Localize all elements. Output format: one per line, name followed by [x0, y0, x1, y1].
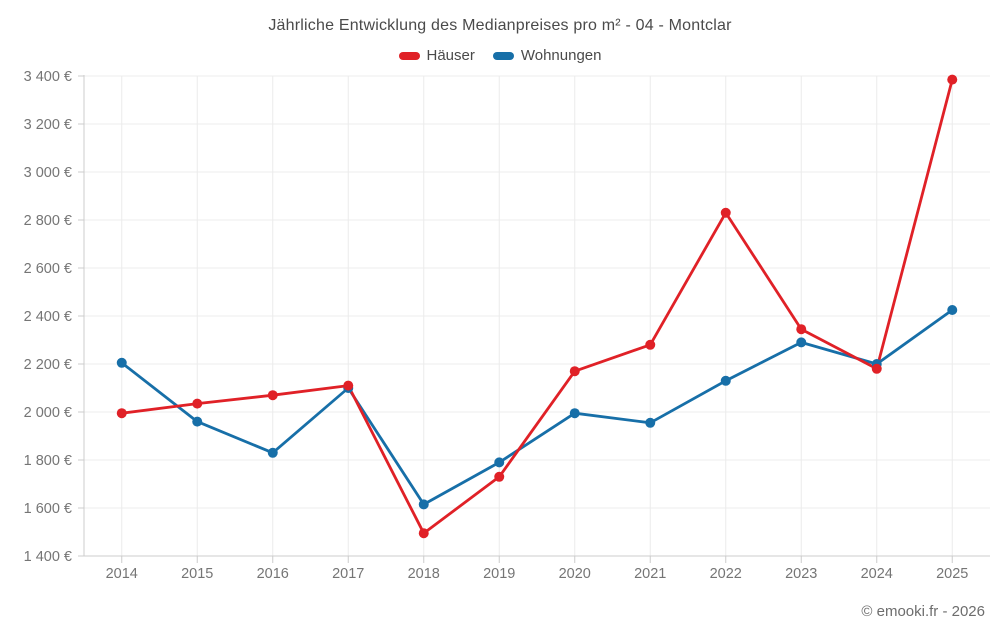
data-point-häuser-2016[interactable] [267, 390, 278, 401]
data-point-häuser-2017[interactable] [343, 380, 354, 391]
x-tick-label: 2014 [106, 566, 138, 582]
data-point-wohnungen-2018[interactable] [418, 499, 429, 510]
y-tick-label: 2 000 € [24, 405, 72, 421]
legend-item-wohnungen[interactable]: Wohnungen [492, 47, 602, 64]
y-tick-label: 1 800 € [24, 453, 72, 469]
data-point-häuser-2015[interactable] [192, 398, 203, 409]
y-tick-label: 3 000 € [24, 165, 72, 181]
data-point-häuser-2025[interactable] [947, 74, 958, 85]
x-tick-label: 2016 [257, 566, 289, 582]
chart-legend: Häuser Wohnungen [0, 47, 1000, 64]
data-point-wohnungen-2022[interactable] [720, 375, 731, 386]
data-point-häuser-2014[interactable] [116, 408, 127, 419]
x-tick-label: 2025 [936, 566, 968, 582]
x-tick-label: 2021 [634, 566, 666, 582]
data-point-wohnungen-2014[interactable] [116, 357, 127, 368]
y-tick-label: 1 400 € [24, 549, 72, 565]
haeuser-series-marker-icon [398, 51, 420, 60]
data-point-wohnungen-2023[interactable] [796, 337, 807, 348]
legend-item-haeuser[interactable]: Häuser [398, 47, 475, 64]
data-point-häuser-2020[interactable] [569, 366, 580, 377]
data-point-häuser-2021[interactable] [645, 339, 656, 350]
chart-title: Jährliche Entwicklung des Medianpreises … [268, 17, 732, 34]
data-point-wohnungen-2021[interactable] [645, 417, 656, 428]
y-tick-label: 2 400 € [24, 309, 72, 325]
x-tick-label: 2020 [559, 566, 591, 582]
data-point-wohnungen-2015[interactable] [192, 416, 203, 427]
y-tick-label: 1 600 € [24, 501, 72, 517]
legend-label-haeuser: Häuser [426, 47, 475, 64]
data-point-häuser-2023[interactable] [796, 324, 807, 335]
data-point-wohnungen-2020[interactable] [569, 408, 580, 419]
y-tick-label: 3 400 € [24, 69, 72, 85]
legend-label-wohnungen: Wohnungen [520, 47, 602, 64]
credit-text: © emooki.fr - 2026 [861, 603, 985, 620]
x-tick-label: 2023 [785, 566, 817, 582]
data-point-häuser-2022[interactable] [720, 207, 731, 218]
y-tick-label: 2 200 € [24, 357, 72, 373]
häuser-series-line [120, 78, 954, 535]
data-point-häuser-2018[interactable] [418, 528, 429, 539]
wohnungen-series-line [120, 308, 954, 506]
x-tick-label: 2022 [710, 566, 742, 582]
data-point-häuser-2019[interactable] [494, 471, 505, 482]
y-tick-label: 3 200 € [24, 117, 72, 133]
data-point-wohnungen-2019[interactable] [494, 457, 505, 468]
x-tick-label: 2019 [483, 566, 515, 582]
x-tick-label: 2018 [408, 566, 440, 582]
x-tick-label: 2015 [181, 566, 213, 582]
x-tick-label: 2024 [861, 566, 893, 582]
data-point-wohnungen-2025[interactable] [947, 305, 958, 315]
wohnungen-series-marker-icon [492, 51, 514, 60]
data-point-wohnungen-2016[interactable] [267, 447, 278, 458]
y-tick-label: 2 800 € [24, 213, 72, 229]
data-point-häuser-2024[interactable] [871, 363, 882, 374]
x-tick-label: 2017 [332, 566, 364, 582]
y-tick-label: 2 600 € [24, 261, 72, 277]
